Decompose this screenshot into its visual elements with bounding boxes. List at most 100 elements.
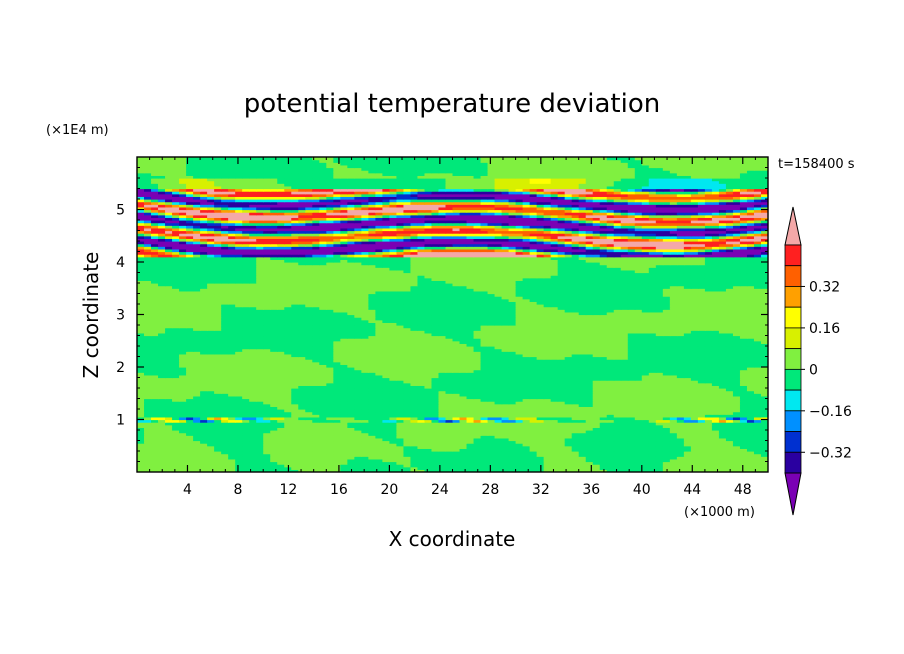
field-cell bbox=[592, 427, 601, 431]
field-cell bbox=[599, 340, 608, 344]
field-cell bbox=[522, 409, 531, 413]
field-cell bbox=[368, 432, 376, 436]
field-cell bbox=[578, 390, 587, 394]
field-cell bbox=[501, 327, 510, 331]
field-cell bbox=[368, 348, 376, 352]
field-cell bbox=[627, 398, 636, 402]
field-cell bbox=[613, 374, 622, 379]
field-cell bbox=[347, 382, 355, 386]
field-cell bbox=[193, 398, 201, 402]
field-cell bbox=[347, 380, 355, 384]
field-cell bbox=[179, 403, 187, 407]
field-cell bbox=[361, 409, 369, 413]
field-cell bbox=[613, 456, 622, 460]
field-cell bbox=[277, 372, 285, 376]
field-cell bbox=[536, 340, 545, 344]
field-cell bbox=[193, 416, 201, 421]
field-cell bbox=[466, 406, 475, 410]
field-cell bbox=[214, 388, 222, 392]
field-cell bbox=[172, 409, 180, 413]
field-cell bbox=[214, 406, 222, 410]
field-cell bbox=[186, 388, 194, 392]
field-cell bbox=[718, 424, 727, 428]
field-cell bbox=[641, 401, 650, 405]
field-cell bbox=[452, 364, 461, 368]
field-cell bbox=[543, 469, 552, 472]
field-cell bbox=[312, 448, 320, 452]
field-cell bbox=[417, 430, 426, 434]
field-cell bbox=[662, 453, 671, 457]
field-cell bbox=[452, 458, 461, 463]
field-cell bbox=[620, 430, 629, 434]
field-cell bbox=[480, 388, 489, 392]
field-cell bbox=[340, 430, 348, 434]
field-cell bbox=[690, 374, 699, 379]
field-cell bbox=[585, 380, 594, 384]
field-cell bbox=[228, 361, 236, 365]
field-cell bbox=[312, 327, 320, 331]
field-cell bbox=[326, 419, 334, 423]
field-cell bbox=[417, 437, 426, 442]
field-cell bbox=[529, 453, 538, 457]
field-cell bbox=[648, 466, 657, 470]
field-cell bbox=[662, 390, 671, 394]
field-cell bbox=[536, 440, 545, 444]
field-cell bbox=[193, 469, 201, 472]
field-cell bbox=[333, 464, 341, 468]
field-cell bbox=[690, 435, 699, 439]
field-cell bbox=[753, 430, 762, 434]
field-cell bbox=[249, 361, 257, 365]
field-cell bbox=[438, 395, 447, 400]
field-cell bbox=[403, 369, 412, 373]
field-cell bbox=[263, 359, 271, 363]
field-cell bbox=[193, 461, 201, 465]
field-cell bbox=[564, 451, 573, 455]
field-cell bbox=[564, 364, 573, 368]
field-cell bbox=[424, 327, 433, 331]
field-cell bbox=[718, 351, 727, 355]
field-cell bbox=[389, 458, 398, 463]
field-cell bbox=[403, 372, 412, 376]
field-cell bbox=[718, 440, 727, 444]
field-cell bbox=[431, 380, 440, 384]
field-cell bbox=[214, 466, 222, 470]
field-cell bbox=[648, 401, 657, 405]
field-cell bbox=[431, 401, 440, 405]
field-cell bbox=[711, 403, 720, 407]
field-cell bbox=[368, 367, 376, 371]
field-cell bbox=[760, 340, 768, 344]
field-cell bbox=[284, 435, 292, 439]
field-cell bbox=[172, 364, 180, 368]
field-cell bbox=[725, 403, 734, 407]
field-cell bbox=[480, 395, 489, 400]
field-cell bbox=[592, 440, 601, 444]
field-cell bbox=[599, 335, 608, 339]
field-cell bbox=[739, 422, 748, 426]
field-cell bbox=[431, 385, 440, 389]
field-cell bbox=[298, 348, 306, 352]
field-cell bbox=[606, 440, 615, 444]
field-cell bbox=[599, 380, 608, 384]
field-cell bbox=[186, 427, 194, 431]
field-cell bbox=[557, 401, 566, 405]
field-cell bbox=[529, 335, 538, 339]
field-cell bbox=[214, 395, 222, 400]
field-cell bbox=[739, 385, 748, 389]
field-cell bbox=[557, 440, 566, 444]
field-cell bbox=[193, 377, 201, 381]
field-cell bbox=[347, 361, 355, 365]
field-cell bbox=[655, 372, 664, 376]
field-cell bbox=[347, 448, 355, 452]
field-cell bbox=[298, 443, 306, 447]
field-cell bbox=[648, 395, 657, 400]
field-cell bbox=[557, 388, 566, 392]
field-cell bbox=[473, 382, 482, 386]
field-cell bbox=[228, 343, 236, 347]
field-cell bbox=[550, 440, 559, 444]
field-cell bbox=[452, 395, 461, 400]
field-cell bbox=[613, 343, 622, 347]
field-cell bbox=[655, 338, 664, 342]
field-cell bbox=[403, 338, 412, 342]
field-cell bbox=[739, 364, 748, 368]
field-cell bbox=[739, 451, 748, 455]
